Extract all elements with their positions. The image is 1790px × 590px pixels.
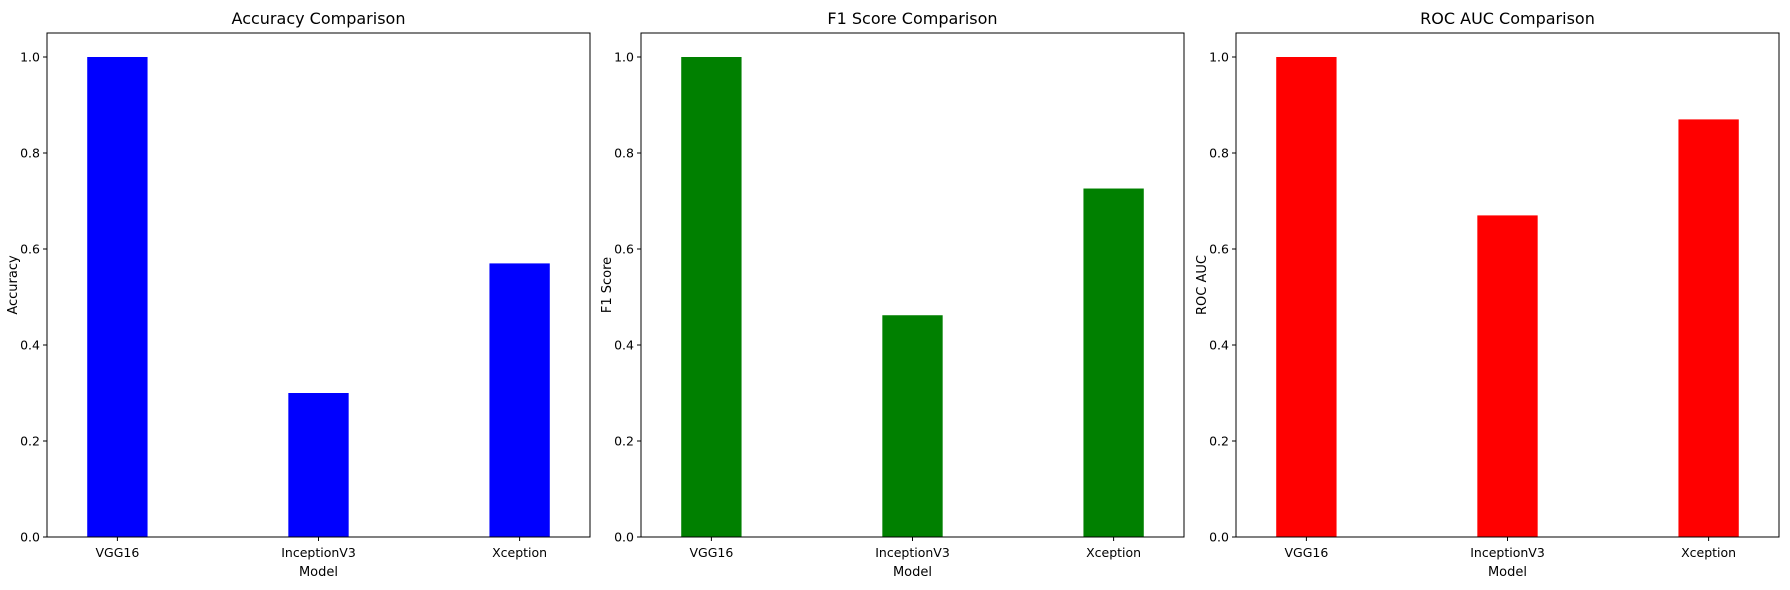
chart-title: Accuracy Comparison bbox=[232, 9, 406, 28]
bar-vgg16 bbox=[681, 57, 742, 537]
chart-title: F1 Score Comparison bbox=[827, 9, 997, 28]
y-tick-label: 0.2 bbox=[20, 434, 40, 449]
y-axis-label: Accuracy bbox=[6, 255, 21, 315]
y-tick-label: 0.0 bbox=[1209, 530, 1229, 545]
y-tick-label: 0.8 bbox=[1209, 146, 1229, 161]
x-tick-label: InceptionV3 bbox=[875, 545, 950, 560]
x-axis-label: Model bbox=[1488, 565, 1527, 580]
y-tick-label: 1.0 bbox=[1209, 50, 1229, 65]
y-axis-label: F1 Score bbox=[600, 257, 615, 313]
y-tick-label: 0.0 bbox=[20, 530, 40, 545]
x-tick-label: Xception bbox=[1086, 545, 1141, 560]
x-tick-label: VGG16 bbox=[95, 545, 139, 560]
bar-inceptionv3 bbox=[882, 315, 943, 537]
bar-xception bbox=[1678, 119, 1739, 538]
x-tick-label: InceptionV3 bbox=[1470, 545, 1545, 560]
y-tick-label: 0.6 bbox=[20, 242, 40, 257]
bar-vgg16 bbox=[87, 57, 148, 537]
bar-inceptionv3 bbox=[288, 393, 349, 537]
bar-xception bbox=[489, 263, 550, 537]
y-tick-label: 0.4 bbox=[1209, 338, 1229, 353]
x-tick-label: Xception bbox=[492, 545, 547, 560]
chart-panel-3: 0.0 0.2 0.4 0.6 0.8 1.0 VGG16 InceptionV3 Xcepti… bbox=[1195, 9, 1780, 580]
bar-vgg16 bbox=[1276, 57, 1337, 537]
y-tick-label: 1.0 bbox=[20, 50, 40, 65]
x-tick-label: Xception bbox=[1681, 545, 1736, 560]
x-axis-label: Model bbox=[299, 565, 338, 580]
y-tick-label: 0.2 bbox=[614, 434, 634, 449]
x-tick-label: InceptionV3 bbox=[281, 545, 356, 560]
chart-title: ROC AUC Comparison bbox=[1420, 9, 1595, 28]
y-tick-label: 0.8 bbox=[20, 146, 40, 161]
y-tick-label: 0.8 bbox=[614, 146, 634, 161]
y-axis-label: ROC AUC bbox=[1195, 255, 1210, 315]
bar-inceptionv3 bbox=[1477, 215, 1538, 537]
y-tick-label: 0.4 bbox=[614, 338, 634, 353]
y-tick-label: 0.6 bbox=[1209, 242, 1229, 257]
y-tick-label: 1.0 bbox=[614, 50, 634, 65]
y-tick-label: 0.4 bbox=[20, 338, 40, 353]
chart-panel-2: 0.0 0.2 0.4 0.6 0.8 1.0 VGG16 InceptionV3 Xcepti… bbox=[600, 9, 1185, 580]
chart-panel-1: 0.0 0.2 0.4 0.6 0.8 1.0 VGG16 InceptionV3 Xcepti… bbox=[6, 9, 591, 580]
y-tick-label: 0.2 bbox=[1209, 434, 1229, 449]
x-tick-label: VGG16 bbox=[1284, 545, 1328, 560]
x-axis-label: Model bbox=[893, 565, 932, 580]
bar-xception bbox=[1083, 188, 1144, 537]
y-tick-label: 0.0 bbox=[614, 530, 634, 545]
y-tick-label: 0.6 bbox=[614, 242, 634, 257]
x-tick-label: VGG16 bbox=[689, 545, 733, 560]
